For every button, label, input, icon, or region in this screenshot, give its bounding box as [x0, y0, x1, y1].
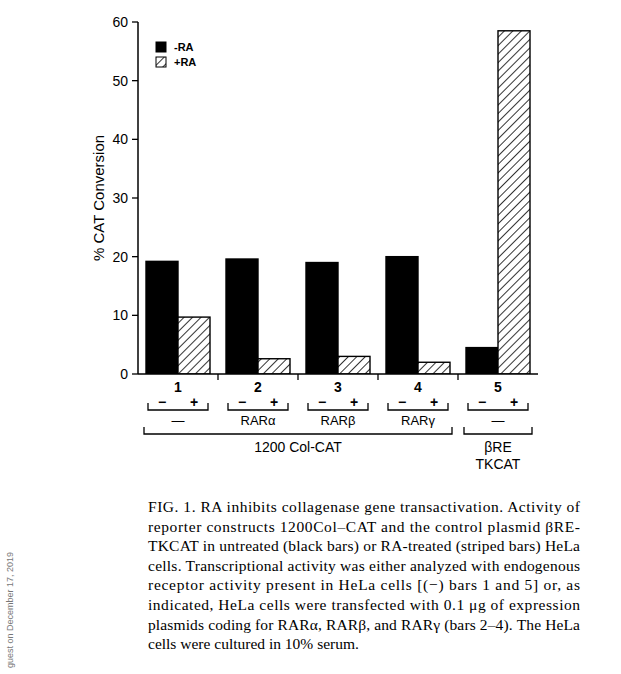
y-tick [132, 197, 138, 198]
construct-label: 1200 Col-CAT [254, 439, 342, 455]
x-divider-tick [377, 374, 378, 380]
receptor-label: — [492, 413, 505, 428]
legend-label: -RA [174, 41, 194, 53]
y-tick [132, 139, 138, 140]
caption-line: cells. Transcriptional activity was eith… [148, 557, 580, 574]
sign-label: + [430, 394, 438, 410]
bar [258, 359, 290, 374]
x-tick-label: 5 [494, 379, 502, 395]
y-tick-label: 30 [112, 190, 128, 206]
construct-label: TKCAT [476, 456, 521, 472]
sign-label: − [478, 394, 486, 410]
y-tick-label: 60 [112, 14, 128, 30]
x-tick-label: 1 [174, 379, 182, 395]
caption-line: FIG. 1. RA inhibits collagenase gene tra… [148, 498, 581, 515]
bar [418, 362, 450, 374]
x-divider-tick [217, 374, 218, 380]
x-divider-tick [297, 374, 298, 380]
x-divider-tick [457, 374, 458, 380]
caption-line: cells were cultured in 10% serum. [148, 635, 359, 652]
y-tick-label: 40 [112, 131, 128, 147]
legend-swatch [156, 42, 166, 52]
sign-label: − [238, 394, 246, 410]
y-tick-label: 0 [120, 366, 128, 382]
construct-bracket [464, 427, 532, 434]
receptor-label: RARγ [401, 413, 435, 428]
x-tick-label: 4 [414, 379, 422, 395]
figure: 0102030405060% CAT Conversion12345−+—−+R… [0, 0, 621, 674]
y-tick-label: 10 [112, 307, 128, 323]
x-axis [138, 373, 538, 375]
caption-line: reporter constructs 1200Col–CAT and the … [148, 518, 580, 535]
construct-bracket [144, 427, 452, 434]
x-tick-label: 3 [334, 379, 342, 395]
y-tick-label: 20 [112, 249, 128, 265]
sign-label: + [350, 394, 358, 410]
y-tick [132, 80, 138, 81]
bar [178, 317, 210, 374]
y-axis-label: % CAT Conversion [90, 135, 107, 261]
bar [498, 31, 530, 374]
caption-line: TKCAT in untreated (black bars) or RA-tr… [148, 537, 580, 555]
watermark: guest on December 17, 2019 [5, 552, 15, 668]
legend-swatch [156, 57, 166, 67]
bar [306, 263, 338, 374]
bar [338, 356, 370, 374]
caption-line: receptor activity present in HeLa cells … [148, 576, 580, 594]
bar [226, 259, 258, 374]
bar [386, 257, 418, 374]
y-tick-label: 50 [112, 73, 128, 89]
y-tick [132, 256, 138, 257]
sign-label: − [318, 394, 326, 410]
y-tick [132, 315, 138, 316]
y-tick [132, 373, 138, 374]
caption-line: indicated, HeLa cells were transfected w… [148, 596, 580, 613]
x-tick-label: 2 [254, 379, 262, 395]
receptor-label: RARβ [321, 413, 356, 428]
construct-label: βRE [484, 439, 512, 455]
sign-label: + [190, 394, 198, 410]
receptor-label: — [172, 413, 185, 428]
bar [146, 261, 178, 374]
bars [146, 31, 530, 374]
legend-label: +RA [174, 56, 196, 68]
sign-label: − [398, 394, 406, 410]
sign-label: + [510, 394, 518, 410]
y-tick [132, 21, 138, 22]
caption-line: plasmids coding for RARα, RARβ, and RARγ… [148, 616, 580, 634]
receptor-label: RARα [241, 413, 276, 428]
bar [466, 348, 498, 374]
sign-label: + [270, 394, 278, 410]
sign-label: − [158, 394, 166, 410]
